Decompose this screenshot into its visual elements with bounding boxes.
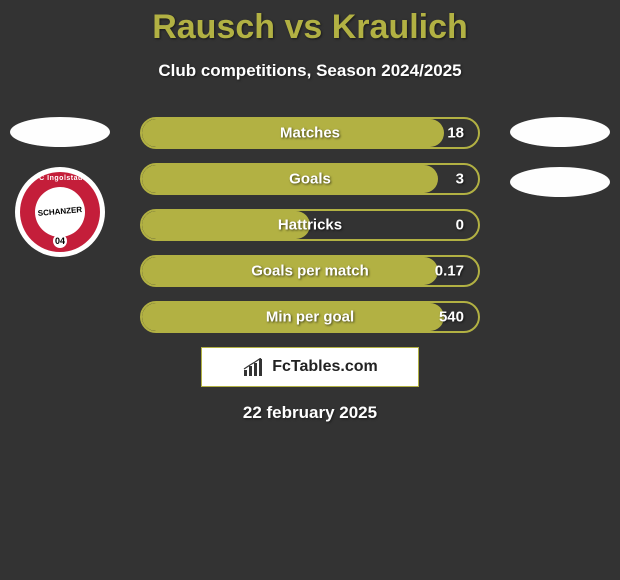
footer-date: 22 february 2025 bbox=[0, 403, 620, 423]
stat-pill: Goals per match 0.17 bbox=[140, 255, 480, 287]
stat-value: 18 bbox=[447, 125, 464, 142]
club-badge-placeholder bbox=[510, 167, 610, 197]
subtitle: Club competitions, Season 2024/2025 bbox=[0, 61, 620, 81]
content-area: FC Ingolstadt SCHANZER 04 Matches 18 Goals… bbox=[0, 117, 620, 333]
chart-icon bbox=[242, 358, 266, 376]
club-badge-ingolstadt: FC Ingolstadt SCHANZER 04 bbox=[15, 167, 105, 257]
branding-box[interactable]: FcTables.com bbox=[201, 347, 419, 387]
left-player-column: FC Ingolstadt SCHANZER 04 bbox=[10, 117, 110, 257]
stat-pill: Min per goal 540 bbox=[140, 301, 480, 333]
stat-label: Goals per match bbox=[251, 263, 369, 280]
page-title: Rausch vs Kraulich bbox=[0, 0, 620, 47]
stat-label: Matches bbox=[280, 125, 340, 142]
stat-pill: Matches 18 bbox=[140, 117, 480, 149]
club-name-arc: FC Ingolstadt bbox=[34, 175, 85, 182]
stat-label: Goals bbox=[289, 171, 331, 188]
stat-value: 540 bbox=[439, 309, 464, 326]
stat-label: Min per goal bbox=[266, 309, 354, 326]
player-avatar-placeholder bbox=[510, 117, 610, 147]
stat-value: 0.17 bbox=[435, 263, 464, 280]
stat-value: 3 bbox=[456, 171, 464, 188]
stat-pill: Goals 3 bbox=[140, 163, 480, 195]
stat-pill: Hattricks 0 bbox=[140, 209, 480, 241]
club-center-text: SCHANZER bbox=[33, 185, 87, 239]
branding-text: FcTables.com bbox=[272, 358, 378, 376]
stat-value: 0 bbox=[456, 217, 464, 234]
player-avatar-placeholder bbox=[10, 117, 110, 147]
club-founded: 04 bbox=[53, 234, 67, 248]
stats-column: Matches 18 Goals 3 Hattricks 0 Goals per match… bbox=[140, 117, 480, 333]
club-badge-inner: FC Ingolstadt SCHANZER 04 bbox=[20, 172, 100, 252]
right-player-column bbox=[510, 117, 610, 217]
stat-label: Hattricks bbox=[278, 217, 342, 234]
